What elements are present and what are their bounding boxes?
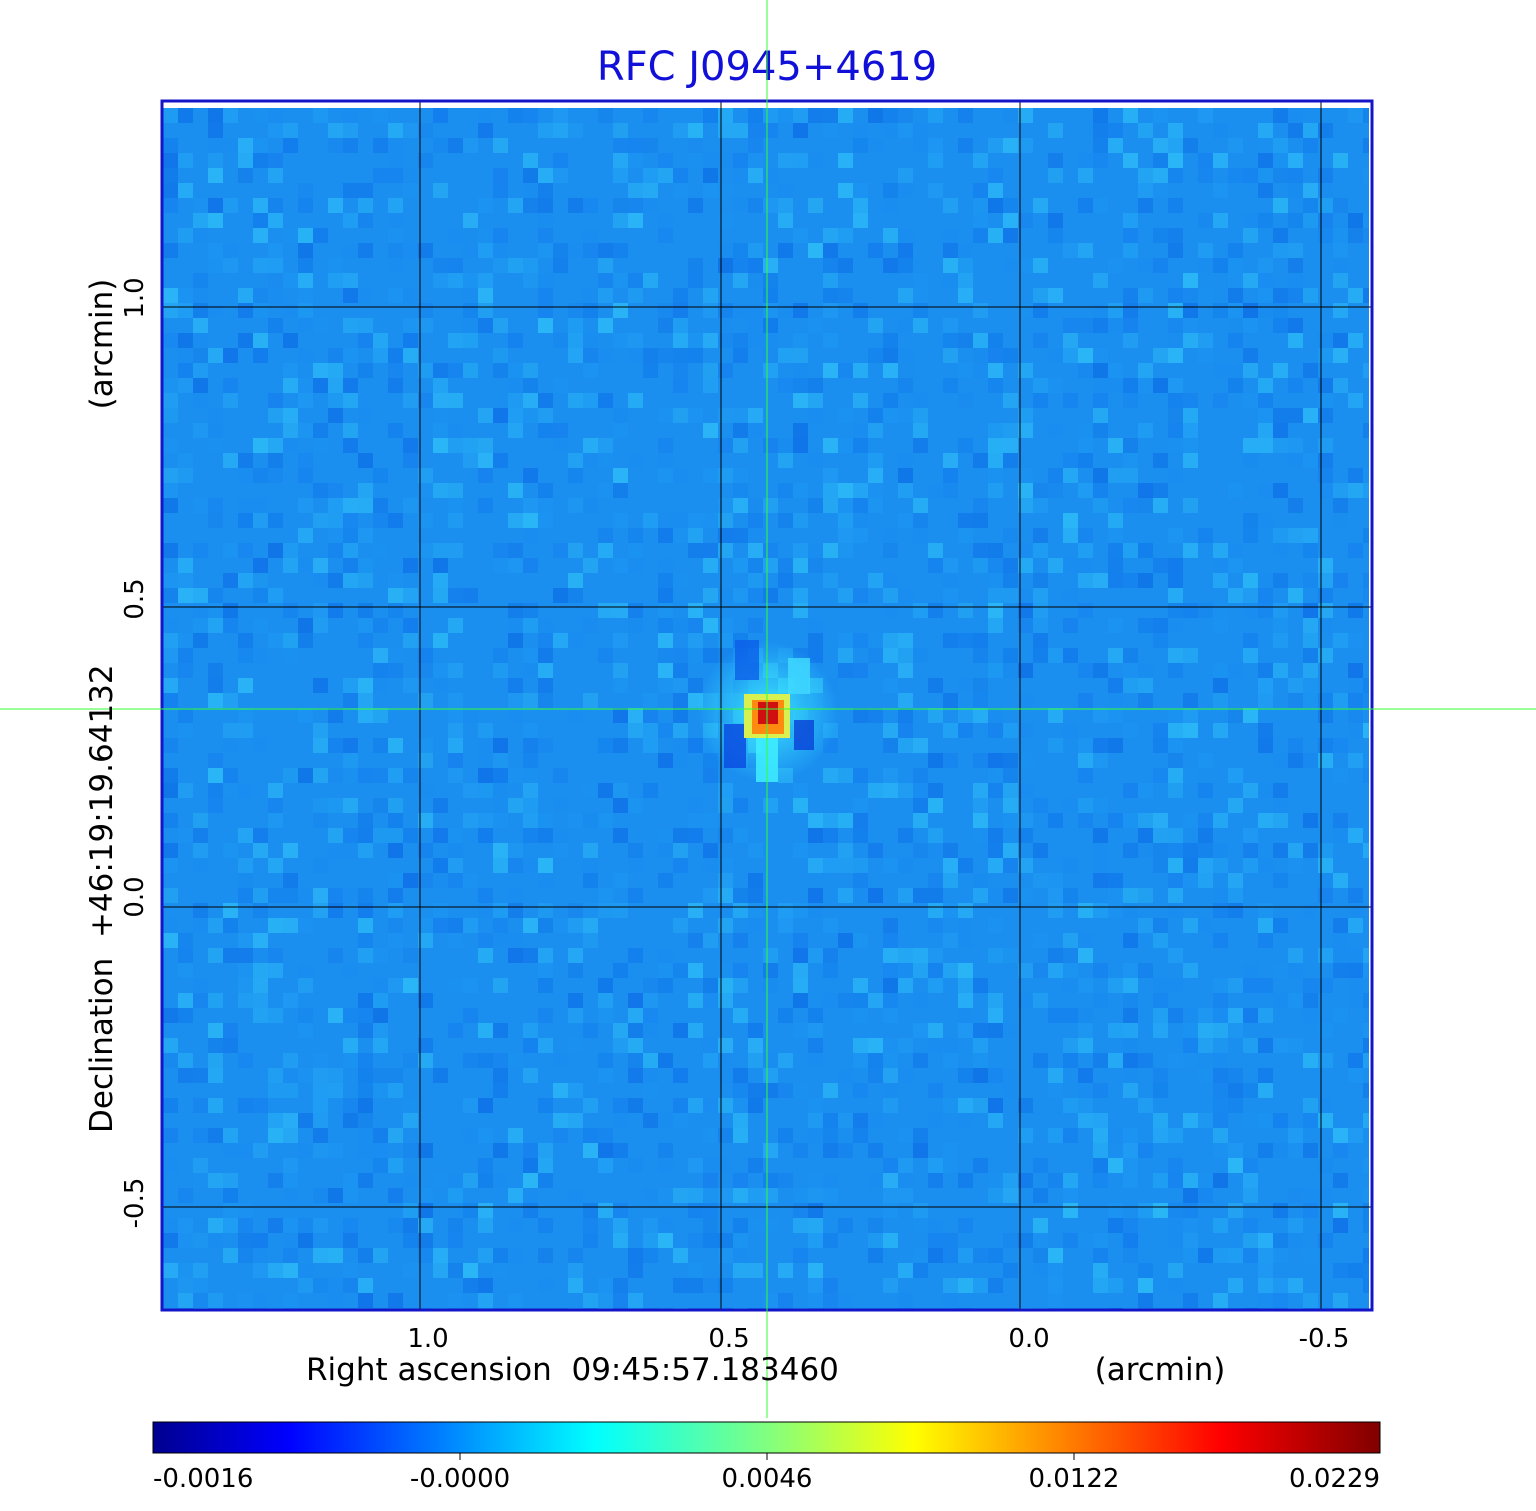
noise-texture [163, 108, 1369, 1310]
colorbar-tick-label: -0.0016 [153, 1464, 253, 1494]
x-axis-label: Right ascension 09:45:57.183460 [306, 1352, 839, 1388]
x-tick-label: 1.0 [407, 1324, 448, 1354]
crosshair [0, 0, 1536, 1418]
y-tick-label: -0.5 [120, 1178, 150, 1229]
y-axis-ticks: 1.0 0.5 0.0 -0.5 [120, 277, 150, 1228]
colorbar: -0.0016 -0.0000 0.0046 0.0122 0.0229 [152, 1421, 1381, 1494]
x-tick-label: -0.5 [1299, 1324, 1350, 1354]
colorbar-tick-label: 0.0122 [1029, 1464, 1120, 1494]
y-tick-label: 1.0 [120, 277, 150, 318]
x-axis-unit: (arcmin) [1095, 1352, 1226, 1388]
colorbar-tick-label: 0.0046 [722, 1464, 813, 1494]
x-tick-label: 0.0 [1008, 1324, 1049, 1354]
colorbar-tick-label: 0.0229 [1289, 1464, 1380, 1494]
y-tick-label: 0.5 [120, 578, 150, 619]
x-axis-ticks: 1.0 0.5 0.0 -0.5 [407, 1324, 1349, 1354]
colorbar-gradient [152, 1421, 1381, 1454]
y-tick-label: 0.0 [120, 876, 150, 917]
y-axis-unit: (arcmin) [84, 279, 120, 410]
y-axis-label: Declination +46:19:19.64132 [84, 664, 120, 1133]
x-tick-label: 0.5 [708, 1324, 749, 1354]
colorbar-tick-label: -0.0000 [410, 1464, 510, 1494]
